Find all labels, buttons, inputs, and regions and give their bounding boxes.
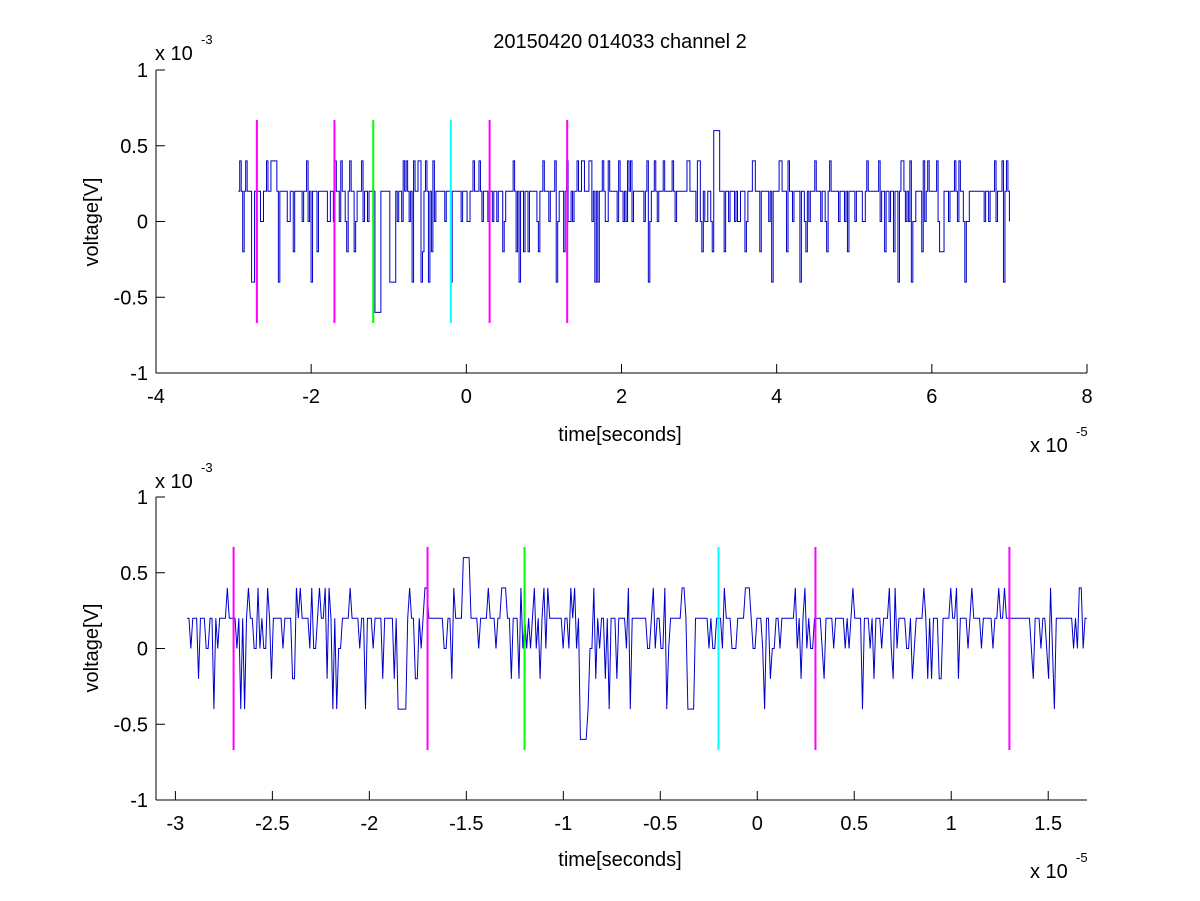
bottom-x-tick-label-3: -1.5	[449, 813, 483, 835]
top-y-tick-label-1: -0.5	[114, 287, 148, 309]
figure-title: 20150420 014033 channel 2	[493, 31, 747, 53]
top-x-tick-label-0: -4	[147, 386, 165, 408]
bottom-y-tick-label-2: 0	[137, 639, 148, 661]
top-y-tick-label-4: 1	[137, 60, 148, 82]
bottom-y-tick-label-1: -0.5	[114, 714, 148, 736]
top-x-tick-label-3: 2	[616, 386, 627, 408]
bottom-x-tick-label-6: 0	[752, 813, 763, 835]
top-x-exponent-base: x 10	[1030, 435, 1068, 457]
top-y-exponent-power: -3	[201, 32, 213, 47]
bottom-y-tick-label-4: 1	[137, 487, 148, 509]
top-axes: -4 -2 0 2 4 6 8 -1 -0.5 0 0.5 1 x 10 -3 time[second…	[81, 32, 1093, 457]
top-y-exponent-base: x 10	[155, 43, 193, 65]
top-x-tick-label-4: 4	[771, 386, 782, 408]
bottom-y-tick-label-0: -1	[130, 790, 148, 812]
bottom-x-tick-label-9: 1.5	[1034, 813, 1062, 835]
bottom-x-axis-label: time[seconds]	[558, 849, 681, 871]
bottom-y-exponent-base: x 10	[155, 471, 193, 493]
bottom-x-tick-label-1: -2.5	[255, 813, 289, 835]
top-x-axis-label: time[seconds]	[558, 424, 681, 446]
bottom-x-tick-label-2: -2	[360, 813, 378, 835]
bottom-x-tick-label-4: -1	[554, 813, 572, 835]
bottom-plot-signals: -3 -2.5 -2 -1.5 -1 -0.5 0 0.5 1 1.5 -1 -0.5 0 0.5 1	[114, 487, 1087, 835]
top-x-tick-label-5: 6	[926, 386, 937, 408]
bottom-y-tick-label-3: 0.5	[120, 563, 148, 585]
bottom-axes: -3 -2.5 -2 -1.5 -1 -0.5 0 0.5 1 1.5 -1 -0.5 0 0.5 1 x …	[81, 460, 1088, 883]
top-y-tick-label-2: 0	[137, 212, 148, 234]
bottom-signal-line	[187, 557, 1087, 740]
bottom-x-exponent-base: x 10	[1030, 861, 1068, 883]
top-y-axis-label: voltage[V]	[81, 178, 103, 267]
top-signal-line	[238, 130, 1010, 313]
bottom-x-tick-label-8: 1	[946, 813, 957, 835]
bottom-x-tick-label-7: 0.5	[840, 813, 868, 835]
top-plot-signals: -4 -2 0 2 4 6 8 -1 -0.5 0 0.5 1	[114, 60, 1093, 408]
bottom-x-tick-label-5: -0.5	[643, 813, 677, 835]
bottom-x-tick-label-0: -3	[166, 813, 184, 835]
top-y-tick-label-0: -1	[130, 363, 148, 385]
top-x-tick-label-6: 8	[1081, 386, 1092, 408]
top-y-tick-label-3: 0.5	[120, 136, 148, 158]
bottom-y-exponent-power: -3	[201, 460, 213, 475]
top-x-tick-label-2: 0	[461, 386, 472, 408]
bottom-x-exponent-power: -5	[1076, 850, 1088, 865]
top-x-tick-label-1: -2	[302, 386, 320, 408]
top-x-exponent-power: -5	[1076, 424, 1088, 439]
bottom-y-axis-label: voltage[V]	[81, 604, 103, 693]
